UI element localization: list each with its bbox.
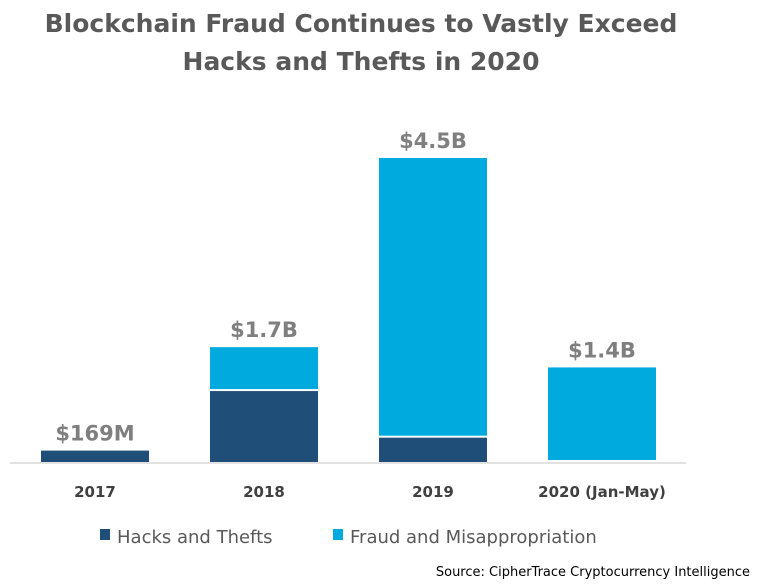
total-label: $169M: [55, 422, 134, 446]
legend: Hacks and Thefts Fraud and Misappropriat…: [100, 527, 597, 548]
bar-hacks-2017: [41, 450, 149, 462]
bar-fraud-2018: [210, 347, 318, 390]
bar-hacks-2019: [379, 437, 487, 462]
total-label: $4.5B: [399, 129, 467, 153]
category-tick-label: 2017: [74, 483, 116, 501]
source-note: Source: CipherTrace Cryptocurrency Intel…: [436, 565, 750, 580]
total-label: $1.4B: [568, 338, 636, 362]
total-label: $1.7B: [230, 318, 298, 342]
bar-fraud-2020-jan-may-: [548, 367, 656, 460]
legend-label-hacks: Hacks and Thefts: [117, 527, 273, 548]
chart-title-line-2: Hacks and Thefts in 2020: [183, 47, 540, 76]
legend-swatch-fraud: [333, 529, 343, 540]
category-tick-label: 2019: [412, 483, 454, 501]
bar-hacks-2018: [210, 391, 318, 462]
chart-title-line-1: Blockchain Fraud Continues to Vastly Exc…: [45, 9, 678, 38]
category-tick-label: 2020 (Jan-May): [538, 483, 666, 501]
legend-label-fraud: Fraud and Misappropriation: [350, 527, 597, 548]
legend-swatch-hacks: [100, 529, 110, 540]
category-tick-label: 2018: [243, 483, 285, 501]
bar-fraud-2019: [379, 158, 487, 436]
